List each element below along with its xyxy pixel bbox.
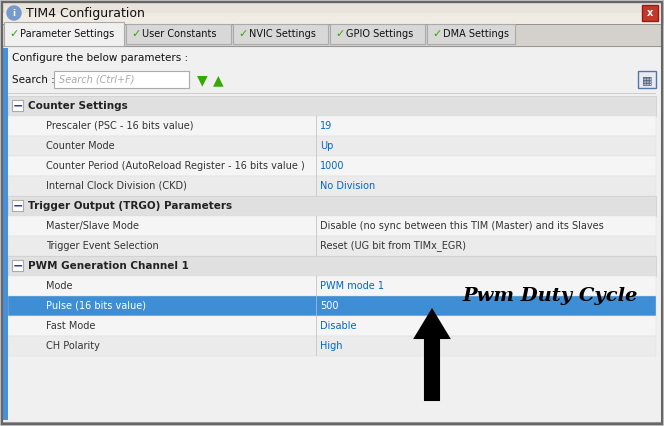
Bar	[316, 176, 317, 196]
Text: ✓: ✓	[238, 29, 248, 39]
Bar	[642, 5, 658, 21]
Bar	[2, 24, 662, 46]
Text: Internal Clock Division (CKD): Internal Clock Division (CKD)	[46, 181, 187, 191]
Text: No Division: No Division	[320, 181, 375, 191]
Text: NVIC Settings: NVIC Settings	[249, 29, 316, 39]
Bar	[8, 316, 656, 336]
Bar	[8, 216, 656, 236]
Bar	[316, 156, 317, 176]
Bar	[316, 136, 317, 156]
Bar	[8, 176, 656, 196]
Text: i: i	[13, 9, 15, 17]
Bar	[2, 46, 662, 422]
Bar	[316, 216, 317, 236]
Bar	[12, 200, 23, 211]
Text: CH Polarity: CH Polarity	[46, 341, 100, 351]
Bar	[8, 276, 656, 296]
Text: ✓: ✓	[9, 29, 19, 39]
Bar	[316, 116, 317, 136]
Bar	[427, 24, 515, 44]
Text: Pwm Duty Cycle: Pwm Duty Cycle	[462, 287, 637, 305]
Bar	[8, 136, 656, 156]
Text: ▼: ▼	[197, 73, 207, 87]
Bar	[316, 236, 317, 256]
Text: DMA Settings: DMA Settings	[443, 29, 509, 39]
Text: Search (Ctrl+F): Search (Ctrl+F)	[59, 75, 135, 85]
Bar	[126, 24, 231, 44]
Bar	[233, 24, 328, 44]
Text: 500: 500	[320, 301, 339, 311]
Text: TIM4 Configuration: TIM4 Configuration	[26, 6, 145, 20]
Circle shape	[7, 6, 21, 20]
Text: ✓: ✓	[335, 29, 345, 39]
Text: Master/Slave Mode: Master/Slave Mode	[46, 221, 139, 231]
Bar	[316, 316, 317, 336]
Text: x: x	[647, 8, 653, 18]
Text: Counter Period (AutoReload Register - 16 bits value ): Counter Period (AutoReload Register - 16…	[46, 161, 305, 171]
Bar	[316, 336, 317, 356]
Text: −: −	[12, 199, 23, 213]
Bar	[12, 260, 23, 271]
Bar	[316, 296, 317, 316]
Text: Pulse (16 bits value): Pulse (16 bits value)	[46, 301, 146, 311]
Bar	[8, 256, 656, 276]
Text: ▲: ▲	[212, 73, 223, 87]
Bar	[54, 71, 189, 88]
Text: ▦: ▦	[641, 75, 652, 85]
Bar	[638, 71, 656, 88]
Text: High: High	[320, 341, 343, 351]
Text: Mode: Mode	[46, 281, 72, 291]
Bar	[4, 22, 124, 46]
Text: Reset (UG bit from TIMx_EGR): Reset (UG bit from TIMx_EGR)	[320, 241, 466, 251]
Bar	[8, 336, 656, 356]
Text: Search :: Search :	[12, 75, 54, 85]
Text: −: −	[12, 100, 23, 112]
Bar	[8, 96, 656, 116]
Text: PWM Generation Channel 1: PWM Generation Channel 1	[28, 261, 189, 271]
Text: Trigger Output (TRGO) Parameters: Trigger Output (TRGO) Parameters	[28, 201, 232, 211]
Bar	[8, 116, 656, 136]
Text: 1000: 1000	[320, 161, 345, 171]
Text: PWM mode 1: PWM mode 1	[320, 281, 384, 291]
Text: Fast Mode: Fast Mode	[46, 321, 96, 331]
Text: ✓: ✓	[432, 29, 442, 39]
Text: Configure the below parameters :: Configure the below parameters :	[12, 53, 188, 63]
Polygon shape	[415, 310, 449, 400]
Bar	[8, 156, 656, 176]
Text: GPIO Settings: GPIO Settings	[346, 29, 413, 39]
Bar	[316, 276, 317, 296]
Text: User Constants: User Constants	[142, 29, 216, 39]
Text: Counter Settings: Counter Settings	[28, 101, 127, 111]
Text: Disable: Disable	[320, 321, 357, 331]
Text: Trigger Event Selection: Trigger Event Selection	[46, 241, 159, 251]
Bar	[8, 236, 656, 256]
Bar	[2, 13, 662, 24]
Bar	[3, 48, 8, 420]
Text: 19: 19	[320, 121, 332, 131]
Text: Up: Up	[320, 141, 333, 151]
Bar	[8, 296, 656, 316]
Text: Prescaler (PSC - 16 bits value): Prescaler (PSC - 16 bits value)	[46, 121, 193, 131]
Text: Disable (no sync between this TIM (Master) and its Slaves: Disable (no sync between this TIM (Maste…	[320, 221, 604, 231]
Text: ✓: ✓	[131, 29, 141, 39]
Bar	[2, 2, 662, 24]
Bar	[330, 24, 425, 44]
Bar	[12, 100, 23, 111]
Bar	[8, 196, 656, 216]
Text: −: −	[12, 259, 23, 273]
Text: Parameter Settings: Parameter Settings	[20, 29, 114, 39]
Bar	[8, 93, 656, 94]
Text: Counter Mode: Counter Mode	[46, 141, 115, 151]
